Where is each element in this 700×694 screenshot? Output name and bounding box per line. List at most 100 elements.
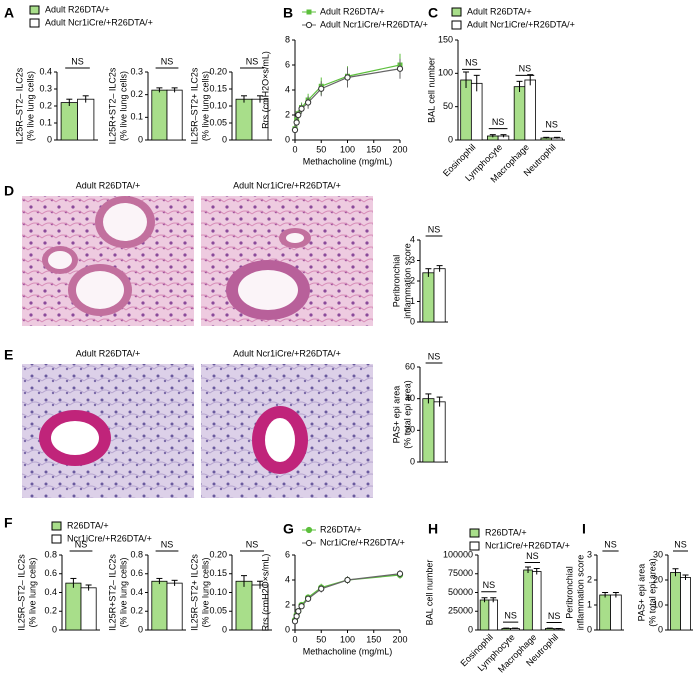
y-axis-label: PAS+ epi area [391,386,401,444]
x-tick-label: 200 [392,634,407,644]
panel-letter: A [4,5,14,21]
y-tick-label: 150 [438,34,453,44]
annotation: NS [161,539,174,549]
legend-label: Adult Ncr1iCre/+R26DTA/+ [45,17,153,27]
y-axis-label: (% live lung cells) [200,557,210,627]
y-tick-label: 0.20 [209,66,227,76]
x-tick-label: 100 [340,144,355,154]
y-tick-label: 60 [405,361,415,371]
y-tick-label: 0 [222,624,227,634]
x-tick-label: 200 [392,144,407,154]
marker [305,99,312,106]
bar [524,79,536,141]
y-axis-label: IL25R+ST2– ILC2s [107,67,117,144]
y-axis-label: IL25R–ST2+ ILC2s [189,554,199,631]
y-tick-label: 20 [405,425,415,435]
y-tick-label: 0 [410,316,415,326]
histology-image [22,196,194,326]
y-tick-label: 0 [52,624,57,634]
x-tick-label: 50 [316,634,326,644]
legend-label: Ncr1iCre/+R26DTA/+ [320,537,405,547]
marker [291,126,299,134]
legend-swatch [51,521,62,531]
bar [488,599,498,631]
y-tick-label: 0 [285,624,290,634]
y-tick-label: 6 [285,549,290,559]
annotation: NS [428,224,441,234]
legend-marker [305,526,313,534]
annotation: NS [465,58,478,68]
y-tick-label: 0 [587,624,592,634]
y-tick-label: 0.6 [44,568,57,578]
bar [65,582,82,631]
y-tick-label: 2 [285,109,290,119]
x-tick-label: 100 [340,634,355,644]
bar [479,599,490,631]
y-tick-label: 10 [653,599,663,609]
y-axis-label: (% live lung cells) [25,71,35,141]
panel-letter: E [4,347,13,363]
annotation: NS [545,120,558,130]
annotation: NS [75,539,88,549]
y-tick-label: 0.15 [209,83,227,93]
bar [77,98,95,141]
y-tick-label: 100000 [443,549,473,559]
bar [60,102,78,141]
y-tick-label: 0 [658,624,663,634]
annotation: NS [548,611,561,621]
bar [599,594,611,631]
y-tick-label: 8 [285,34,290,44]
marker [293,119,300,126]
x-axis-label: Methacholine (mg/mL) [303,156,393,166]
bar [670,572,681,631]
y-tick-label: 2 [587,574,592,584]
legend-swatch [469,541,480,551]
y-axis-label: BAL cell number [426,57,436,123]
y-tick-label: 0.8 [130,549,143,559]
bar [433,401,446,463]
y-axis-label: BAL cell number [424,560,434,626]
y-tick-label: 30 [653,549,663,559]
marker [305,595,312,602]
y-tick-label: 0.20 [209,549,227,559]
y-tick-label: 4 [410,234,415,244]
marker [298,105,305,112]
y-tick-label: 75000 [448,568,473,578]
y-tick-label: 3 [587,549,592,559]
y-tick-label: 1 [587,599,592,609]
y-tick-label: 3 [410,255,415,265]
y-axis-label: Rrs (cmH2O×s/mL) [260,51,270,129]
y-tick-label: 0.05 [209,117,227,127]
y-tick-label: 0.3 [130,66,143,76]
y-tick-label: 0 [47,134,52,144]
y-tick-label: 0.3 [39,83,52,93]
annotation: NS [674,539,687,549]
y-tick-label: 0 [285,134,290,144]
annotation: NS [492,117,505,127]
panel-letter: G [283,521,294,537]
y-tick-label: 50 [443,101,453,111]
panel-letter: C [428,5,438,21]
y-tick-label: 0.2 [130,89,143,99]
marker [293,613,300,620]
bar [151,89,168,141]
y-axis-label: IL25R–ST2– ILC2s [14,67,24,144]
legend-swatch [29,5,40,15]
x-tick-label: 0 [292,144,297,154]
y-tick-label: 6 [285,59,290,69]
bar [151,580,168,631]
y-axis-label: Rrs (cmH2O×s/mL) [260,554,270,632]
bar [433,268,446,323]
bar [531,571,542,631]
bar [470,82,483,141]
y-tick-label: 25000 [448,606,473,616]
marker [295,608,302,615]
panel-letter: H [428,521,438,537]
marker [318,85,325,92]
annotation: NS [246,56,259,66]
marker [295,111,302,119]
y-tick-label: 0.4 [44,587,57,597]
legend-swatch [469,528,480,538]
